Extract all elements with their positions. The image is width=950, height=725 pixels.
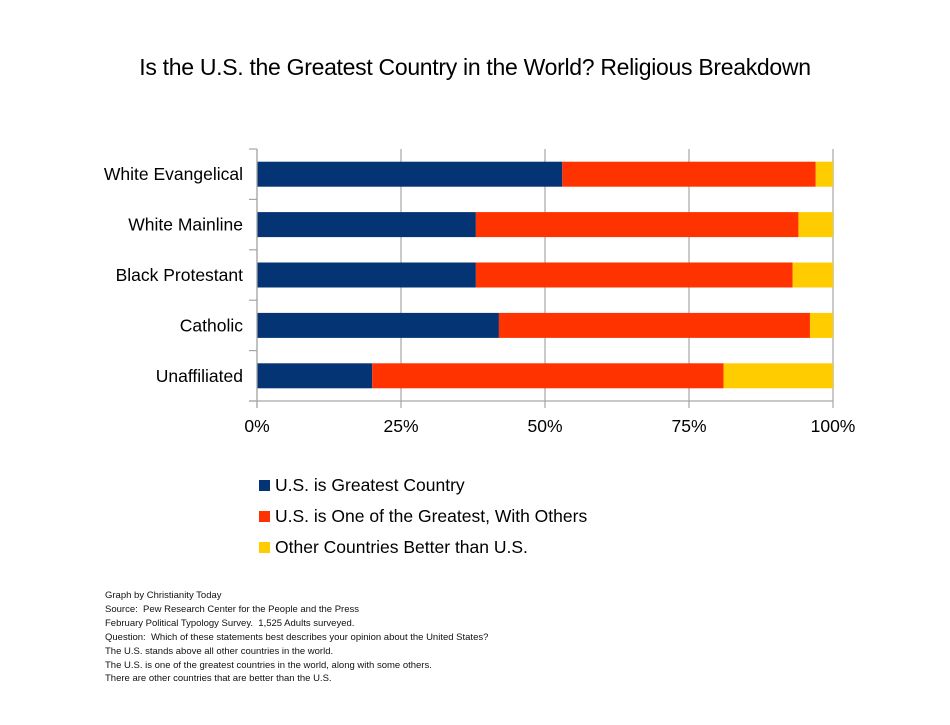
x-tick-label: 25% bbox=[383, 416, 418, 436]
bar-catholic-series-1 bbox=[498, 312, 810, 338]
category-label: Unaffiliated bbox=[156, 366, 243, 386]
legend-swatch-others-better bbox=[259, 542, 270, 553]
category-label: Black Protestant bbox=[116, 265, 244, 285]
category-label: White Evangelical bbox=[104, 164, 243, 184]
legend-label-one-of-greatest: U.S. is One of the Greatest, With Others bbox=[275, 506, 588, 526]
legend-label-others-better: Other Countries Better than U.S. bbox=[275, 537, 528, 557]
legend-swatch-one-of-greatest bbox=[259, 511, 270, 522]
legend-label-greatest: U.S. is Greatest Country bbox=[275, 475, 465, 495]
bar-white-mainline-series-2 bbox=[798, 212, 833, 238]
legend-item-one-of-greatest: U.S. is One of the Greatest, With Others bbox=[259, 501, 587, 532]
bar-catholic-series-2 bbox=[809, 312, 833, 338]
x-tick-label: 100% bbox=[811, 416, 856, 436]
bar-unaffiliated-series-1 bbox=[372, 363, 724, 389]
labels: 0% 25% 50% 75% 100% White Evangelical White Ma… bbox=[104, 164, 855, 436]
x-tick-label: 0% bbox=[244, 416, 269, 436]
bar-unaffiliated-series-0 bbox=[257, 363, 373, 389]
x-tick-label: 75% bbox=[671, 416, 706, 436]
footnote-option-2: The U.S. is one of the greatest countrie… bbox=[105, 659, 432, 671]
bars bbox=[257, 161, 833, 389]
axes bbox=[249, 148, 833, 408]
bar-black-protestant-series-1 bbox=[475, 262, 793, 288]
category-label: Catholic bbox=[180, 315, 243, 335]
bar-white-mainline-series-0 bbox=[257, 212, 476, 238]
bar-unaffiliated-series-2 bbox=[723, 363, 833, 389]
category-label: White Mainline bbox=[128, 215, 243, 235]
footnote-question: Question: Which of these statements best… bbox=[105, 631, 489, 643]
footnotes: Graph by Christianity Today Source: Pew … bbox=[105, 589, 488, 686]
footnote-survey: February Political Typology Survey. 1,52… bbox=[105, 617, 355, 629]
bar-white-evangelical-series-1 bbox=[562, 161, 816, 187]
legend-item-others-better: Other Countries Better than U.S. bbox=[259, 532, 587, 563]
footnote-option-1: The U.S. stands above all other countrie… bbox=[105, 645, 334, 657]
legend-item-greatest: U.S. is Greatest Country bbox=[259, 470, 587, 501]
bar-white-evangelical-series-2 bbox=[815, 161, 833, 187]
footnote-option-3: There are other countries that are bette… bbox=[105, 673, 332, 685]
legend: U.S. is Greatest Country U.S. is One of … bbox=[259, 470, 587, 563]
x-tick-label: 50% bbox=[527, 416, 562, 436]
bar-black-protestant-series-2 bbox=[792, 262, 833, 288]
bar-white-evangelical-series-0 bbox=[257, 161, 563, 187]
bar-white-mainline-series-1 bbox=[475, 212, 799, 238]
bar-black-protestant-series-0 bbox=[257, 262, 476, 288]
footnote-source: Source: Pew Research Center for the Peop… bbox=[105, 603, 359, 615]
bar-catholic-series-0 bbox=[257, 312, 499, 338]
chart-title: Is the U.S. the Greatest Country in the … bbox=[139, 54, 811, 80]
legend-swatch-greatest bbox=[259, 480, 270, 491]
footnote-credit: Graph by Christianity Today bbox=[105, 590, 222, 601]
